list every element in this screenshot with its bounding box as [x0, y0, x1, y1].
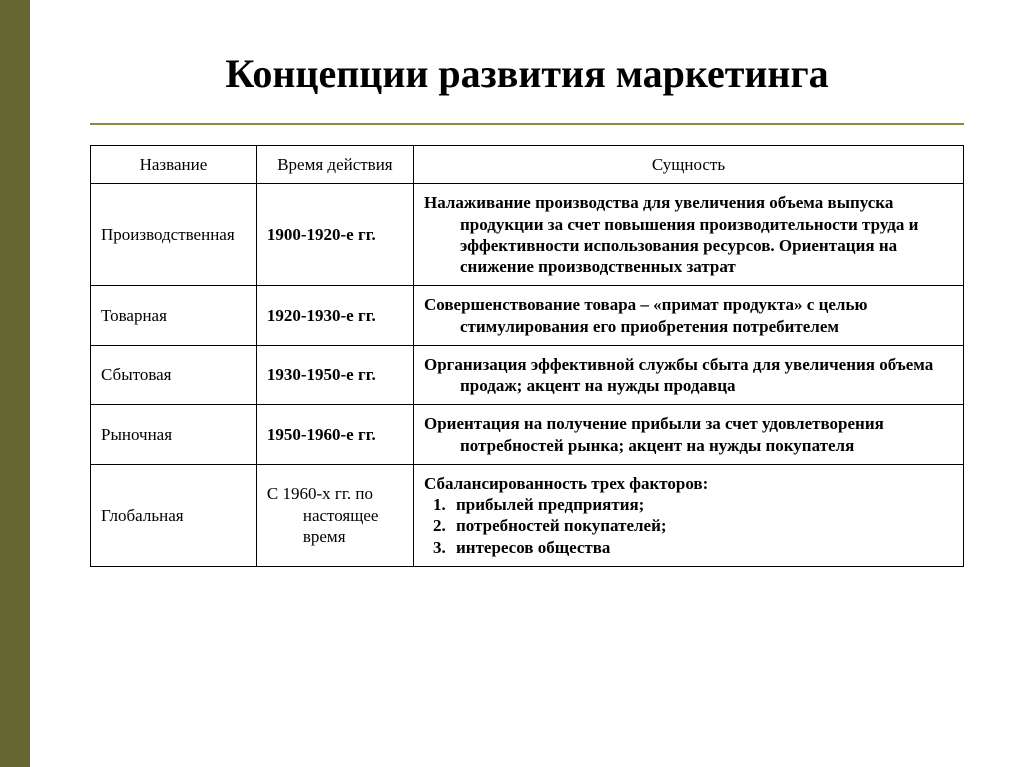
cell-name: Глобальная	[91, 464, 257, 566]
essence-intro: Сбалансированность трех факторов:	[424, 474, 708, 493]
cell-name: Производственная	[91, 184, 257, 286]
list-item: интересов общества	[450, 537, 953, 558]
list-item: прибылей предприятия;	[450, 494, 953, 515]
list-item: потребностей покупателей;	[450, 515, 953, 536]
cell-name: Товарная	[91, 286, 257, 346]
cell-time: С 1960-х гг. по настоящее время	[256, 464, 413, 566]
table-row: Производственная 1900-1920-е гг. Налажив…	[91, 184, 964, 286]
cell-essence: Сбалансированность трех факторов: прибыл…	[413, 464, 963, 566]
essence-list: прибылей предприятия; потребностей покуп…	[424, 494, 953, 558]
cell-time: 1920-1930-е гг.	[256, 286, 413, 346]
table-row: Рыночная 1950-1960-е гг. Ориентация на п…	[91, 405, 964, 465]
cell-essence: Ориентация на получение прибыли за счет …	[413, 405, 963, 465]
slide-sidebar	[0, 0, 30, 767]
essence-text: Совершенствование товара – «примат проду…	[424, 294, 953, 337]
cell-time: 1900-1920-е гг.	[256, 184, 413, 286]
table-header-row: Название Время действия Сущность	[91, 146, 964, 184]
page-title: Концепции развития маркетинга	[90, 50, 964, 97]
cell-name: Сбытовая	[91, 345, 257, 405]
table-row: Сбытовая 1930-1950-е гг. Организация эфф…	[91, 345, 964, 405]
essence-text: Ориентация на получение прибыли за счет …	[424, 413, 953, 456]
col-header-essence: Сущность	[413, 146, 963, 184]
concepts-table: Название Время действия Сущность Произво…	[90, 145, 964, 567]
cell-time: 1930-1950-е гг.	[256, 345, 413, 405]
essence-text: Налаживание производства для увеличения …	[424, 192, 953, 277]
col-header-name: Название	[91, 146, 257, 184]
title-rule	[90, 123, 964, 125]
cell-essence: Организация эффективной службы сбыта для…	[413, 345, 963, 405]
cell-time: 1950-1960-е гг.	[256, 405, 413, 465]
table-row: Глобальная С 1960-х гг. по настоящее вре…	[91, 464, 964, 566]
cell-essence: Совершенствование товара – «примат проду…	[413, 286, 963, 346]
time-text: С 1960-х гг. по настоящее время	[267, 483, 403, 547]
col-header-time: Время действия	[256, 146, 413, 184]
table-row: Товарная 1920-1930-е гг. Совершенствован…	[91, 286, 964, 346]
cell-name: Рыночная	[91, 405, 257, 465]
essence-text: Организация эффективной службы сбыта для…	[424, 354, 953, 397]
slide-content: Концепции развития маркетинга Название В…	[30, 0, 1024, 767]
cell-essence: Налаживание производства для увеличения …	[413, 184, 963, 286]
